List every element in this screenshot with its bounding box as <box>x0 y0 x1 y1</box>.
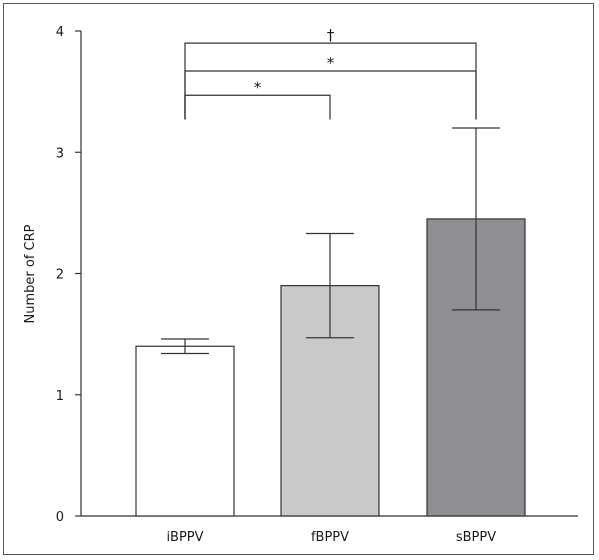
significance-marker: * <box>254 78 262 96</box>
y-tick-label: 2 <box>56 268 64 283</box>
y-ticks: 0 1 2 3 4 <box>56 25 81 525</box>
y-tick-label: 3 <box>56 146 64 161</box>
bars <box>135 218 526 517</box>
y-tick-label: 0 <box>56 510 64 525</box>
significance-marker: † <box>327 26 335 44</box>
significance-bracket <box>184 42 477 120</box>
bar-iBPPV <box>135 345 235 517</box>
x-tick-label: iBPPV <box>166 530 203 545</box>
error-bars <box>161 127 500 355</box>
x-tick-label: sBPPV <box>456 530 496 545</box>
significance-marker: * <box>327 54 335 72</box>
significance-bracket <box>184 94 331 120</box>
x-tick-labels: iBPPV fBPPV sBPPV <box>166 530 496 545</box>
y-axis-label: Number of CRP <box>23 224 38 323</box>
significance-brackets: * * † <box>184 26 477 120</box>
y-tick-label: 1 <box>56 389 64 404</box>
y-tick-label: 4 <box>56 25 64 40</box>
x-tick-label: fBPPV <box>311 530 349 545</box>
